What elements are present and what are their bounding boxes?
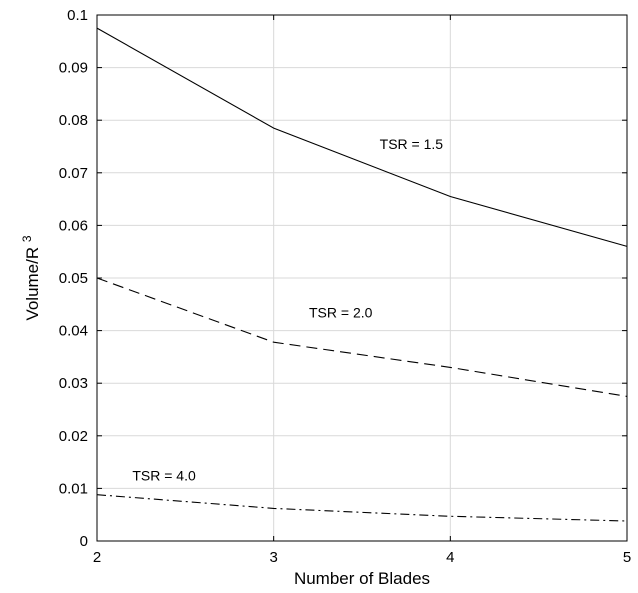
- series-lines: [96, 27, 628, 522]
- y-axis-label: Volume/R 3: [20, 235, 42, 320]
- annotation-label-1: TSR = 1.5: [380, 136, 444, 152]
- annotation-label-2: TSR = 2.0: [309, 304, 373, 320]
- x-tick-label: 5: [623, 549, 631, 566]
- x-axis-label: Number of Blades: [294, 569, 430, 588]
- y-tick-label: 0.07: [59, 165, 88, 182]
- x-tick-label: 2: [93, 549, 101, 566]
- y-tick-label: 0: [80, 533, 88, 550]
- y-axis-label-main: Volume/R: [23, 247, 42, 321]
- y-tick-label: 0.02: [59, 428, 88, 445]
- annotations: TSR = 1.5 TSR = 2.0 TSR = 4.0: [132, 136, 443, 483]
- y-tick-label: 0.1: [67, 7, 88, 24]
- series-line-3: [96, 494, 628, 522]
- x-axis-ticks: 2 3 4 5: [93, 15, 631, 566]
- x-tick-label: 3: [269, 549, 277, 566]
- y-tick-label: 0.04: [59, 323, 88, 340]
- y-tick-label: 0.09: [59, 60, 88, 77]
- y-axis-ticks: 0 0.01 0.02 0.03 0.04 0.05 0.06 0.07 0.08 0.09 0.1: [59, 7, 627, 550]
- series-line-1: [96, 27, 628, 247]
- grid-lines: [97, 15, 627, 541]
- x-tick-label: 4: [446, 549, 454, 566]
- series-line-2: [96, 277, 628, 397]
- y-tick-label: 0.06: [59, 217, 88, 234]
- y-tick-label: 0.01: [59, 480, 88, 497]
- y-tick-label: 0.08: [59, 112, 88, 129]
- y-axis-label-superscript: 3: [20, 235, 34, 242]
- y-tick-label: 0.03: [59, 375, 88, 392]
- annotation-label-3: TSR = 4.0: [132, 468, 196, 484]
- y-tick-label: 0.05: [59, 270, 88, 287]
